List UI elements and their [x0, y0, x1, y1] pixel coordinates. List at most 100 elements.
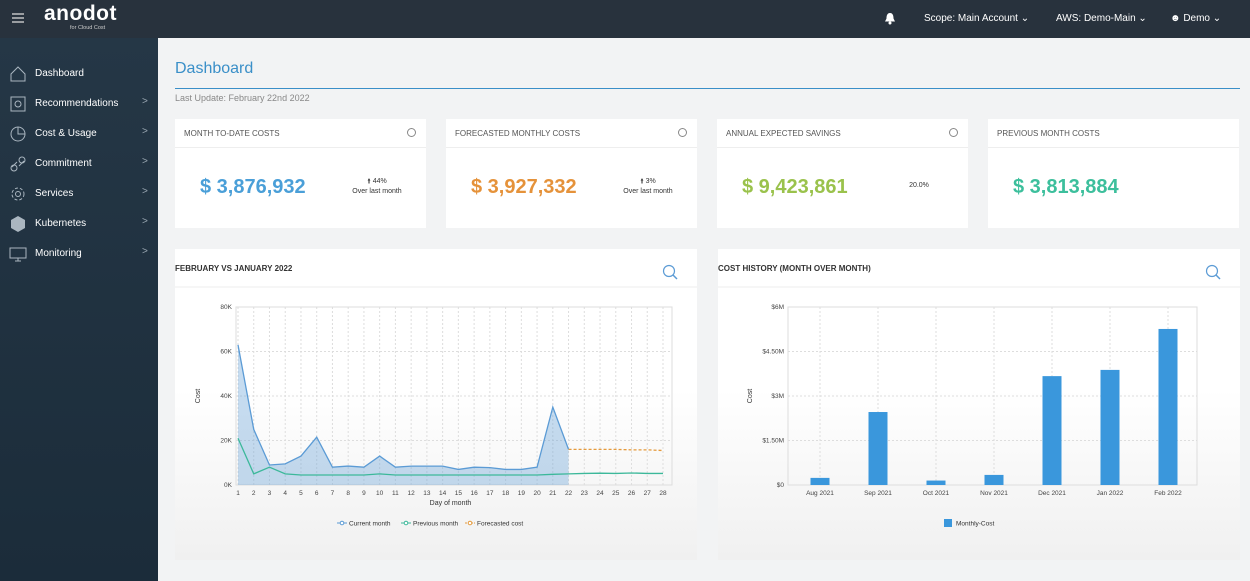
- legend-label: Monthly-Cost: [956, 521, 994, 528]
- x-tick-label: 28: [659, 490, 667, 497]
- kpi-card: MONTH TO-DATE COSTS $ 3,876,932 🠙 44% Ove…: [175, 119, 426, 228]
- user-menu[interactable]: ☻ Demo ⌄: [1170, 13, 1222, 24]
- nav-item[interactable]: Recommendations >: [0, 89, 158, 119]
- x-tick-label: Jan 2022: [1097, 490, 1124, 497]
- x-tick-label: 16: [470, 490, 478, 497]
- line: [237, 438, 663, 476]
- zoom-icon[interactable]: [1205, 264, 1221, 280]
- y-tick-label: $6M: [771, 304, 784, 311]
- zoom-icon[interactable]: [662, 264, 678, 280]
- nav-icon: [11, 187, 25, 201]
- top-bar: anodot for Cloud Cost Scope: Main Accoun…: [0, 0, 1250, 38]
- x-tick-label: 9: [362, 490, 366, 497]
- nav-icon: [9, 247, 27, 262]
- line-chart: FEBRUARY VS JANUARY 2022 0K 20K 40K 60K 80K Co…: [175, 264, 697, 528]
- nav-icon: [10, 66, 26, 82]
- card-title: ANNUAL EXPECTED SAVINGS: [726, 129, 841, 138]
- legend-dot: [339, 520, 345, 526]
- x-tick-label: 1: [236, 490, 240, 497]
- y-tick-label: $0: [777, 482, 785, 489]
- x-tick-label: 8: [346, 490, 350, 497]
- nav-item[interactable]: Cost & Usage >: [0, 119, 158, 149]
- card-title: MONTH TO-DATE COSTS: [184, 129, 280, 138]
- zoom-handle: [672, 274, 678, 280]
- x-tick-label: 7: [331, 490, 335, 497]
- nav-label: Commitment: [35, 158, 92, 169]
- bar: [1158, 328, 1178, 485]
- y-tick-label: $4.50M: [762, 349, 784, 356]
- account-label: AWS: Demo-Main: [1056, 13, 1136, 24]
- bar-chart: COST HISTORY (MONTH OVER MONTH) $0 $1.50M $…: [718, 264, 1240, 528]
- nav-item[interactable]: Kubernetes >: [0, 209, 158, 239]
- x-tick-label: 17: [486, 490, 494, 497]
- user-label: Demo: [1183, 13, 1210, 24]
- bar: [868, 412, 888, 485]
- chart-panel: COST HISTORY (MONTH OVER MONTH) $0 $1.50M $…: [718, 249, 1240, 560]
- bar: [1042, 376, 1062, 485]
- legend-label: Forecasted cost: [477, 521, 523, 528]
- card-title: FORECASTED MONTHLY COSTS: [455, 129, 581, 138]
- line: [237, 344, 570, 471]
- y-tick-label: 40K: [220, 393, 232, 400]
- legend-dot: [403, 520, 409, 526]
- chart-title: COST HISTORY (MONTH OVER MONTH): [718, 264, 871, 273]
- change-value: 3%: [645, 178, 656, 185]
- card-change: 🠙 3% Over last month: [623, 178, 673, 195]
- kpi-card: FORECASTED MONTHLY COSTS $ 3,927,332 🠙 3…: [446, 119, 697, 228]
- x-tick-label: 23: [581, 490, 589, 497]
- kpi-card: ANNUAL EXPECTED SAVINGS $ 9,423,861 20.0…: [717, 119, 968, 228]
- change-value: 44%: [372, 178, 387, 185]
- x-tick-label: Dec 2021: [1038, 490, 1066, 497]
- x-tick-label: 12: [408, 490, 416, 497]
- nav-label: Dashboard: [35, 68, 84, 79]
- x-tick-label: Nov 2021: [980, 490, 1008, 497]
- nav-icon: [11, 216, 25, 232]
- change-note: Over last month: [352, 188, 402, 195]
- legend-label: Current month: [349, 521, 391, 528]
- chart-title: FEBRUARY VS JANUARY 2022: [175, 264, 293, 273]
- y-tick-label: 0K: [224, 482, 233, 489]
- sidebar: Dashboard Recommendations > Cost & Usage >…: [0, 38, 158, 581]
- x-tick-label: 13: [423, 490, 431, 497]
- x-tick-label: 4: [283, 490, 287, 497]
- legend-dot: [467, 520, 473, 526]
- bell-icon[interactable]: [884, 12, 896, 25]
- x-tick-label: 18: [502, 490, 510, 497]
- nav-item[interactable]: Monitoring >: [0, 239, 158, 269]
- kpi-card: PREVIOUS MONTH COSTS $ 3,813,884: [988, 119, 1239, 228]
- nav-label: Kubernetes: [35, 218, 87, 229]
- card-title: PREVIOUS MONTH COSTS: [997, 129, 1100, 138]
- legend-swatch: [944, 519, 952, 527]
- nav-item[interactable]: Dashboard: [0, 59, 158, 89]
- x-tick-label: 10: [376, 490, 384, 497]
- y-tick-label: 20K: [220, 438, 232, 445]
- change-value: 20.0%: [909, 182, 929, 189]
- x-tick-label: 21: [549, 490, 557, 497]
- nav-item[interactable]: Services >: [0, 179, 158, 209]
- card-value: $ 9,423,861: [742, 176, 848, 198]
- info-icon[interactable]: [949, 128, 958, 137]
- change-note: Over last month: [623, 188, 673, 195]
- menu-icon[interactable]: [12, 13, 24, 23]
- card-change: 🠙 44% Over last month: [352, 178, 402, 195]
- area: [238, 344, 569, 485]
- page-title: Dashboard: [175, 60, 254, 77]
- nav-item[interactable]: Commitment >: [0, 149, 158, 179]
- account-selector[interactable]: AWS: Demo-Main ⌄: [1056, 13, 1147, 24]
- x-axis-label: Day of month: [430, 500, 472, 507]
- zoom-lens: [1205, 264, 1219, 278]
- x-tick-label: 24: [596, 490, 604, 497]
- card-value: $ 3,813,884: [1013, 176, 1119, 198]
- scope-selector[interactable]: Scope: Main Account ⌄: [924, 13, 1030, 24]
- logo[interactable]: anodot: [44, 2, 117, 25]
- y-tick-label: 60K: [220, 349, 232, 356]
- card-value: $ 3,876,932: [200, 176, 306, 198]
- line: [568, 448, 664, 452]
- info-icon[interactable]: [407, 128, 416, 137]
- x-tick-label: Oct 2021: [923, 490, 950, 497]
- nav-label: Cost & Usage: [35, 128, 97, 139]
- logo-subtitle: for Cloud Cost: [70, 25, 106, 31]
- info-icon[interactable]: [678, 128, 687, 137]
- x-tick-label: 19: [518, 490, 526, 497]
